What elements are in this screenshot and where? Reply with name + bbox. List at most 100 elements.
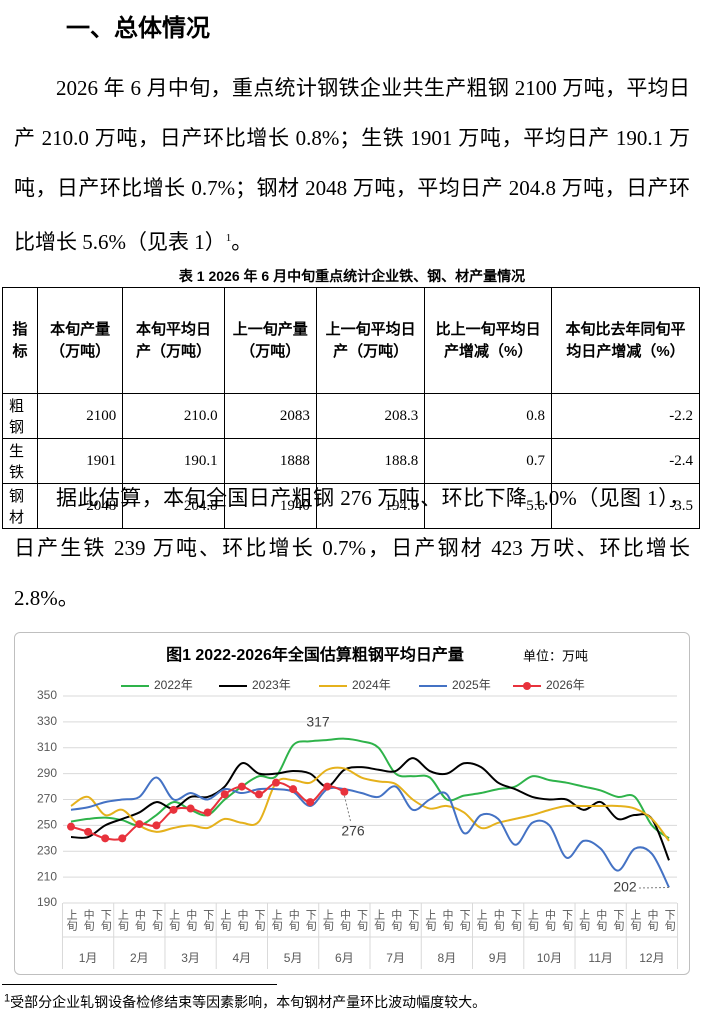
legend-label: 2026年 — [546, 678, 585, 692]
x-group-label: 3月 — [181, 951, 200, 965]
y-tick-label: 310 — [37, 740, 57, 754]
x-tick-label: 上旬 — [424, 909, 437, 932]
text: 2026 年 6 月中旬，重点统计钢铁企业共生产粗钢 2100 万吨，平均日产 … — [14, 76, 690, 254]
header-cell: 指标 — [1, 287, 39, 394]
x-tick-label: 下旬 — [407, 909, 420, 932]
x-tick-label: 下旬 — [99, 909, 112, 932]
footnote: 1受部分企业轧钢设备检修结束等因素影响，本旬钢材产量环比波动幅度较大。 — [4, 992, 486, 1012]
x-group-label: 7月 — [386, 951, 405, 965]
y-tick-label: 250 — [37, 818, 57, 832]
cell: 5.6 — [424, 483, 553, 529]
point — [289, 785, 298, 794]
x-group-label: 1月 — [79, 951, 98, 965]
x-tick-label: 中旬 — [338, 909, 351, 932]
paragraph: 2026 年 6 月中旬，重点统计钢铁企业共生产粗钢 2100 万吨，平均日产 … — [14, 63, 690, 267]
text: 。 — [231, 230, 253, 254]
x-tick-label: 中旬 — [492, 909, 505, 932]
cell: 1901 — [37, 438, 124, 484]
x-tick-label: 上旬 — [219, 909, 232, 932]
point — [186, 804, 195, 813]
chart-box: 图1 2022-2026年全国估算粗钢平均日产量 单位：万吨 190 210 230… — [14, 632, 690, 975]
annotation: 276 — [341, 823, 365, 839]
series-line — [70, 776, 670, 888]
cell: 2100 — [37, 393, 124, 439]
header-cell: 比上一旬平均日产增减（%） — [424, 287, 553, 394]
y-tick-label: 230 — [37, 843, 57, 857]
cell: -2.4 — [551, 438, 700, 484]
footnote-rule — [2, 984, 277, 985]
x-tick-label: 中旬 — [133, 909, 146, 932]
cell: 1888 — [223, 438, 317, 484]
point — [323, 782, 332, 791]
cell: 2048 — [37, 483, 124, 529]
series-line — [70, 766, 670, 842]
x-tick-label: 上旬 — [475, 909, 488, 932]
x-tick-label: 下旬 — [663, 909, 676, 932]
y-tick-label: 190 — [37, 895, 57, 909]
annotation: 317 — [306, 713, 330, 729]
x-group-label: 6月 — [335, 951, 354, 965]
y-tick-label: 210 — [37, 869, 57, 883]
cell: 208.3 — [315, 393, 426, 439]
series-line — [70, 737, 670, 840]
point — [84, 827, 93, 836]
x-tick-label: 下旬 — [356, 909, 369, 932]
x-tick-label: 中旬 — [82, 909, 95, 932]
x-tick-label: 上旬 — [65, 909, 78, 932]
cell: 0.7 — [424, 438, 553, 484]
cell: 188.8 — [315, 438, 426, 484]
y-tick-label: 350 — [37, 688, 57, 702]
row: 生铁 1901 190.1 1888 188.8 0.7 -2.4 — [1, 438, 700, 484]
header-row: 指标 本旬产量（万吨） 本旬平均日产（万吨） 上一旬产量（万吨） 上一旬平均日产（万吨）… — [1, 287, 700, 394]
cell: 194.0 — [315, 483, 426, 529]
table-body: 粗钢 2100 210.0 2083 208.3 0.8 -2.2 生铁 1901 190.1 18… — [1, 393, 700, 529]
x-tick-label: 上旬 — [321, 909, 334, 932]
cell: 204.8 — [122, 483, 225, 529]
table-caption: 表 1 2026 年 6 月中旬重点统计企业铁、钢、材产量情况 — [178, 268, 526, 284]
cell: 0.8 — [424, 393, 553, 439]
x-tick-label: 上旬 — [270, 909, 283, 932]
x-tick-label: 中旬 — [646, 909, 659, 932]
unit: 单位：万吨 — [523, 648, 588, 663]
x-tick-label: 下旬 — [509, 909, 522, 932]
header-cell: 上一旬产量（万吨） — [223, 287, 317, 394]
header-cell: 上一旬平均日产（万吨） — [315, 287, 426, 394]
cell: -3.5 — [551, 483, 700, 529]
row: 粗钢 2100 210.0 2083 208.3 0.8 -2.2 — [1, 393, 700, 439]
x-tick-label: 中旬 — [185, 909, 198, 932]
x-group-label: 5月 — [284, 951, 303, 965]
x-tick-label: 中旬 — [441, 909, 454, 932]
point — [203, 808, 212, 817]
x-tick-label: 下旬 — [612, 909, 625, 932]
cell: 210.0 — [122, 393, 225, 439]
x-group-label: 10月 — [537, 951, 562, 965]
heading: 一、总体情况 — [66, 15, 210, 42]
table: 指标 本旬产量（万吨） 本旬平均日产（万吨） 上一旬产量（万吨） 上一旬平均日产（万吨）… — [1, 287, 700, 529]
point — [340, 787, 349, 796]
note-ref: 1 — [225, 232, 232, 244]
x-tick-label: 中旬 — [595, 909, 608, 932]
x-group-label: 8月 — [438, 951, 457, 965]
y-tick-label: 270 — [37, 792, 57, 806]
y-tick-label: 330 — [37, 714, 57, 728]
point — [306, 798, 315, 807]
leader — [638, 886, 670, 889]
row: 钢材 2048 204.8 1940 194.0 5.6 -3.5 — [1, 483, 700, 529]
x-tick-label: 中旬 — [390, 909, 403, 932]
x-tick-label: 下旬 — [253, 909, 266, 932]
chart: 图1 2022-2026年全国估算粗钢平均日产量 单位：万吨 190 210 230… — [37, 645, 679, 969]
x-tick-label: 上旬 — [526, 909, 539, 932]
cell: 2083 — [223, 393, 317, 439]
header-cell: 本旬比去年同旬平均日产增减（%） — [551, 287, 700, 394]
header-cell: 本旬平均日产（万吨） — [122, 287, 225, 394]
cell: 粗钢 — [1, 393, 39, 439]
x-tick-label: 下旬 — [561, 909, 574, 932]
chart-title: 图1 2022-2026年全国估算粗钢平均日产量 — [166, 645, 464, 664]
annotation: 202 — [613, 879, 637, 895]
cell: 钢材 — [1, 483, 39, 529]
point — [67, 822, 75, 831]
x-group-label: 4月 — [233, 951, 252, 965]
legend-label: 2025年 — [452, 678, 491, 692]
paragraph: 据此估算，本旬全国日产粗钢 276 万吨、环比下降 1.0%（见图 1），日产生… — [14, 486, 690, 610]
